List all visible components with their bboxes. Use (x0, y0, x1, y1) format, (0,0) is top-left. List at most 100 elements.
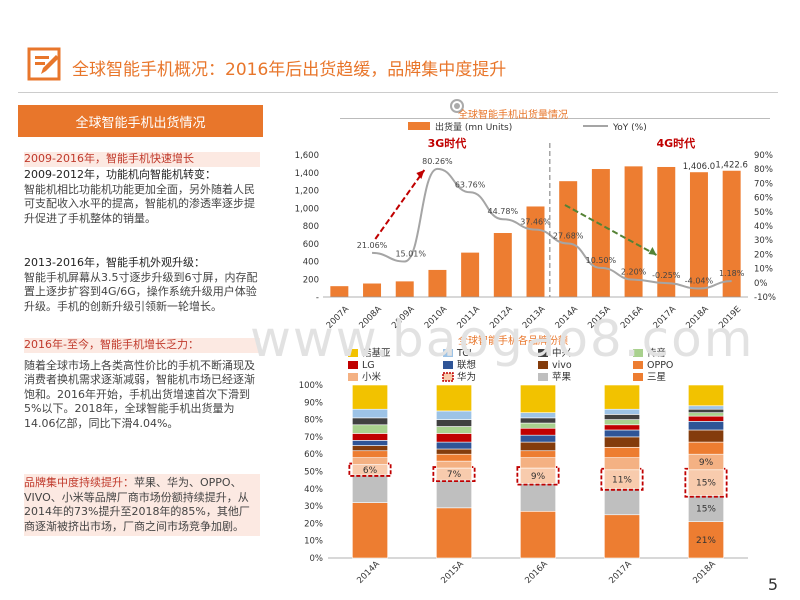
yoy-data-label: 15.01% (395, 249, 426, 258)
legend-swatch (443, 349, 453, 357)
bar-segment (352, 440, 388, 446)
legend-label: 三星 (647, 372, 666, 383)
y2-tick-label: 10% (754, 265, 773, 275)
y2-tick-label: 0% (754, 279, 768, 289)
legend-label: vivo (552, 360, 572, 371)
segment-label: 6% (363, 466, 378, 476)
legend-swatch (633, 361, 643, 369)
legend-swatch (633, 373, 643, 381)
bar-segment (436, 453, 472, 462)
y2-tick-label: 40% (754, 222, 773, 232)
y-tick-label: 600 (303, 240, 319, 250)
bar-segment (520, 384, 556, 413)
bar-segment (436, 507, 472, 559)
bar-segment (352, 445, 388, 452)
decline-arrowhead (648, 247, 657, 255)
legend-label: 诺基亚 (362, 347, 391, 359)
legend-label: OPPO (647, 360, 673, 371)
legend-swatch (443, 361, 453, 369)
bar-segment (604, 446, 640, 458)
y-tick-label: 70% (304, 433, 323, 443)
segment-label: 21% (696, 536, 716, 546)
bar (689, 172, 708, 297)
stacked-bar: 21% 15% 15% 9% 2018A (684, 384, 728, 585)
bar-segment (604, 419, 640, 426)
y-tick-label: 80% (304, 416, 323, 426)
y-tick-label: 200 (303, 275, 319, 285)
bar-segment (604, 514, 640, 559)
bar-segment (688, 521, 724, 559)
legend-label-yoy: YoY (%) (612, 123, 647, 133)
segment-label: 15% (696, 505, 716, 515)
bar-segment (604, 457, 640, 471)
bar-segment (436, 384, 472, 412)
y2-tick-label: 20% (754, 250, 773, 260)
bar-segment (352, 417, 388, 426)
y-tick-label: 1,000 (295, 204, 319, 214)
segment-label: 11% (612, 475, 632, 485)
bar (493, 233, 512, 297)
bar-segment (352, 457, 388, 465)
bar (591, 169, 610, 297)
y2-tick-label: 90% (754, 151, 773, 161)
bar (428, 269, 447, 297)
x-tick-label: 2014A (355, 559, 382, 585)
y-tick-label: 1,400 (295, 169, 319, 179)
chart-title: 全球智能手机出货量情况 (458, 108, 568, 121)
bar-segment (688, 408, 724, 413)
legend-label: 华为 (457, 371, 476, 383)
yoy-data-label: 63.76% (455, 180, 486, 189)
x-tick-label: 2015A (439, 559, 466, 585)
segment-label: 9% (699, 458, 714, 468)
y-tick-label: 1,200 (295, 187, 319, 197)
legend-label-shipments: 出货量 (mn Units) (435, 121, 512, 133)
y-tick-label: 40% (304, 485, 323, 495)
bar-segment (520, 450, 556, 458)
bar-segment (688, 415, 724, 422)
yoy-data-label: 80.26% (422, 157, 453, 166)
legend-swatch (348, 373, 358, 381)
bar-segment (604, 408, 640, 415)
growth-arrowhead (416, 170, 425, 179)
legend-swatch (538, 361, 548, 369)
bar-segment (436, 460, 472, 469)
segment-label: 15% (696, 479, 716, 489)
stacked-bar: 11% 2017A (600, 384, 644, 585)
x-tick-label: 2018A (691, 559, 718, 585)
y2-tick-label: 30% (754, 236, 773, 246)
y-tick-label: 30% (304, 502, 323, 512)
bar-segment (352, 502, 388, 559)
legend-label: 传音 (647, 347, 666, 359)
x-tick-label: 2016A (523, 559, 550, 585)
legend-label: 小米 (362, 371, 382, 383)
bar-segment (352, 450, 388, 458)
bar-segment (436, 441, 472, 450)
page-number: 5 (767, 575, 778, 594)
bar-segment (520, 434, 556, 443)
left-panel-header: 全球智能手机出货情况 (18, 105, 263, 137)
y2-tick-label: 50% (754, 208, 773, 218)
block-body: 随着全球市场上各类高性价比的手机不断涌现及消费者换机需求逐渐减弱，智能机市场已经… (24, 358, 255, 430)
y-tick-label: 90% (304, 398, 323, 408)
block-heading: 品牌集中度持续提升： (24, 476, 134, 489)
bar-segment (352, 474, 388, 503)
bar (722, 170, 741, 297)
block-body: 智能机相比功能机功能更加全面，另外随着人民可支配收入水平的提高，智能机的渗透率逐… (24, 182, 255, 225)
legend-label: 苹果 (552, 371, 572, 383)
block-heading: 2016年-至今，智能手机增长乏力： (24, 338, 260, 353)
title-divider (18, 92, 778, 93)
edit-icon (26, 46, 62, 82)
bar (330, 286, 349, 297)
bar-segment (352, 408, 388, 419)
legend-swatch (633, 349, 643, 357)
bar-segment (688, 429, 724, 443)
bar-segment (520, 417, 556, 424)
legend-swatch (538, 373, 548, 381)
bar-segment (688, 412, 724, 417)
chart-title: 全球智能手机各品牌份额 (458, 334, 568, 347)
y2-tick-label: 60% (754, 194, 773, 204)
bar-segment (688, 441, 724, 455)
stacked-bar: 6% 2014A (348, 384, 392, 585)
block-heading: 2009-2016年，智能手机快速增长 (24, 152, 260, 167)
stacked-bar: 7% 2015A (432, 384, 476, 585)
